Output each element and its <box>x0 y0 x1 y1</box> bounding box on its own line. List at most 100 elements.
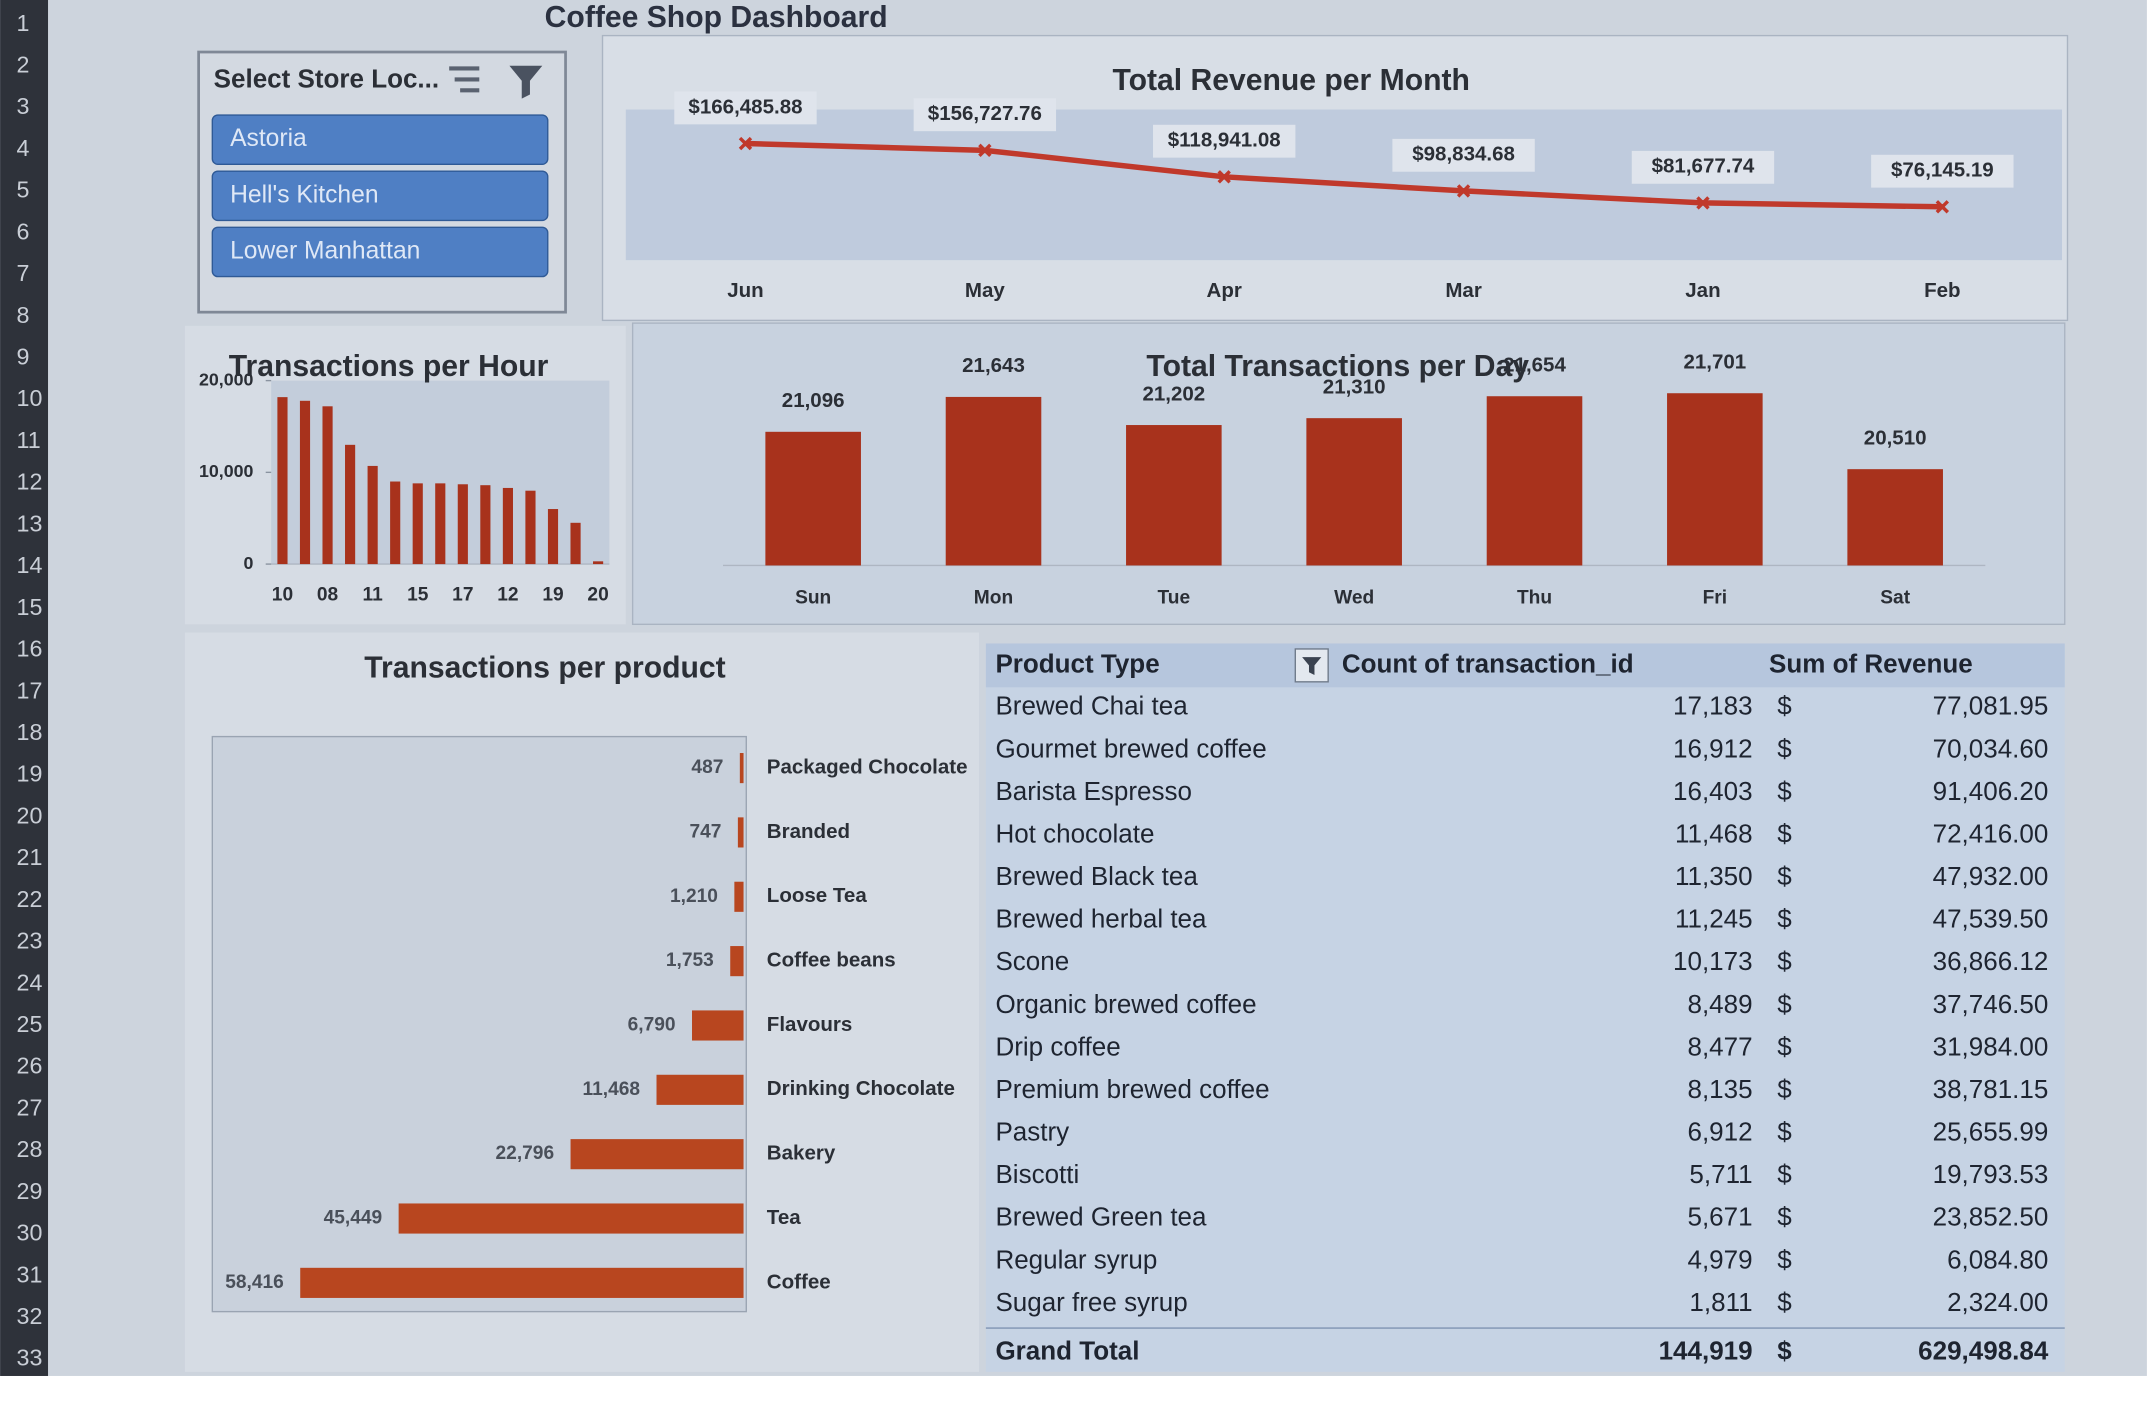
multi-select-icon[interactable] <box>449 66 480 93</box>
table-header: Count of transaction_id <box>1342 648 1634 678</box>
x-tick-label: 19 <box>542 585 563 606</box>
row-header: 7 <box>17 260 30 286</box>
table-cell: 8,489 <box>1688 989 1753 1019</box>
table-cell: 8,135 <box>1688 1074 1753 1104</box>
x-tick-label: Tue <box>1158 587 1191 608</box>
slicer-item-label[interactable]: Astoria <box>230 125 307 152</box>
slicer-item[interactable] <box>211 170 549 222</box>
bar <box>1126 425 1222 566</box>
dashboard-title: Coffee Shop Dashboard <box>545 1 888 34</box>
filter-icon[interactable] <box>1302 657 1322 675</box>
bar <box>345 444 356 565</box>
clear-filter-icon[interactable] <box>509 65 543 99</box>
data-label: 21,202 <box>1142 382 1205 405</box>
bar <box>457 484 468 565</box>
content-layer: 1234567891011121314151617181920212223242… <box>17 10 2065 1371</box>
data-label: 21,701 <box>1683 351 1746 374</box>
table-cell: 23,852.50 <box>1933 1202 2049 1232</box>
data-label: 6,790 <box>628 1015 676 1036</box>
table-cell: 11,245 <box>1675 904 1753 934</box>
table-cell: $ <box>1777 1244 1792 1274</box>
data-label-background <box>1871 154 2014 188</box>
bar <box>322 406 333 565</box>
slicer-item-label[interactable]: Lower Manhattan <box>230 237 420 264</box>
row-header: 26 <box>17 1053 43 1079</box>
row-header: 5 <box>17 177 30 203</box>
data-label: 22,796 <box>496 1143 555 1164</box>
row-header: 16 <box>17 636 43 662</box>
row-header: 23 <box>17 928 43 954</box>
slicer-title: Select Store Loc... <box>214 64 439 94</box>
table-cell: 16,403 <box>1673 776 1753 806</box>
row-header: 29 <box>17 1178 43 1204</box>
table-cell: Biscotti <box>995 1159 1079 1189</box>
category-label: Coffee <box>767 1270 831 1293</box>
chart-title: Transactions per product <box>364 651 725 684</box>
data-label: $166,485.88 <box>688 95 802 118</box>
bar <box>525 490 536 565</box>
table-cell: 10,173 <box>1673 946 1753 976</box>
table-cell: 19,793.53 <box>1933 1159 2049 1189</box>
table-cell: $ <box>1777 1159 1792 1189</box>
row-header: 11 <box>17 427 41 453</box>
table-cell: 37,746.50 <box>1933 989 2049 1019</box>
row-header: 31 <box>17 1261 43 1287</box>
row-header: 25 <box>17 1011 43 1037</box>
x-tick-label: Feb <box>1924 279 1960 302</box>
table-cell: 16,912 <box>1673 733 1753 763</box>
category-label: Tea <box>767 1206 801 1229</box>
chart-title: Transactions per Hour <box>229 350 549 383</box>
table-cell: 72,416.00 <box>1933 818 2049 848</box>
slicer-item-label[interactable]: Hell's Kitchen <box>230 181 378 208</box>
table-total: 144,919 <box>1659 1336 1753 1366</box>
table-cell: 38,781.15 <box>1933 1074 2049 1104</box>
row-header: 28 <box>17 1136 43 1162</box>
data-label: $156,727.76 <box>928 102 1042 125</box>
x-tick-label: 12 <box>497 585 518 606</box>
table-cell: 1,811 <box>1689 1287 1752 1317</box>
bar <box>367 465 378 565</box>
table-total: 629,498.84 <box>1918 1336 2049 1366</box>
data-label: 20,510 <box>1864 426 1927 449</box>
x-tick-label: Jan <box>1685 279 1720 302</box>
row-header: 33 <box>17 1345 43 1371</box>
table-cell: 47,539.50 <box>1933 904 2049 934</box>
bar <box>1306 418 1402 566</box>
table-cell: 6,084.80 <box>1947 1244 2048 1274</box>
data-label: 747 <box>689 821 721 842</box>
slicer-item[interactable] <box>211 226 549 278</box>
table-cell: 11,350 <box>1675 861 1753 891</box>
table-cell: 17,183 <box>1673 691 1753 721</box>
bar <box>398 1203 744 1234</box>
bar <box>737 817 744 848</box>
x-tick-label: Sat <box>1880 587 1910 608</box>
table-cell: $ <box>1777 1031 1792 1061</box>
x-tick-label: 15 <box>407 585 429 606</box>
table-cell: 8,477 <box>1688 1031 1753 1061</box>
revenue-line <box>745 140 1943 210</box>
x-tick-label: Wed <box>1334 587 1374 608</box>
table-cell: Regular syrup <box>995 1244 1157 1274</box>
bar <box>730 946 744 977</box>
bar <box>692 1010 744 1041</box>
table-cell: 70,034.60 <box>1933 733 2049 763</box>
row-header: 19 <box>17 761 43 787</box>
table-cell: $ <box>1777 818 1792 848</box>
row-header: 20 <box>17 802 43 828</box>
table-cell: $ <box>1777 1117 1792 1147</box>
row-header: 27 <box>17 1094 43 1120</box>
table-cell: Brewed herbal tea <box>995 904 1207 934</box>
category-label: Drinking Chocolate <box>767 1077 955 1100</box>
x-tick-label: Thu <box>1517 587 1552 608</box>
x-tick-label: Mon <box>974 587 1013 608</box>
row-header: 6 <box>17 218 30 244</box>
data-label: 11,468 <box>583 1079 641 1100</box>
bar <box>435 483 446 565</box>
slicer-icons[interactable] <box>449 65 543 99</box>
table-cell: Brewed Chai tea <box>995 691 1188 721</box>
x-tick-label: Jun <box>727 279 763 302</box>
slicer-item[interactable] <box>211 114 549 165</box>
x-tick-label: Apr <box>1207 279 1242 302</box>
row-header: 32 <box>17 1303 43 1329</box>
